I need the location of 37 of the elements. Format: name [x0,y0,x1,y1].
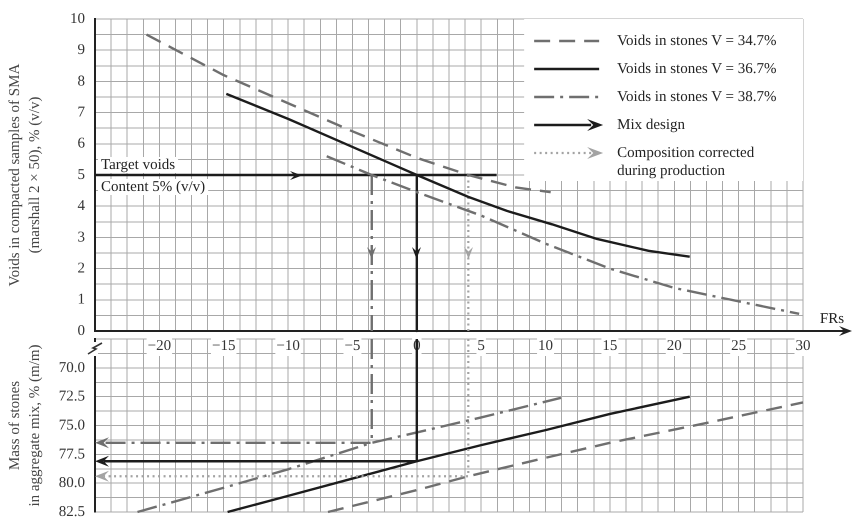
y-tick-label: 10 [70,10,85,27]
y-tick-label: 72.5 [58,388,85,405]
legend-label: Composition corrected during production [617,144,755,179]
y-axis-title: Voids in compacted samples of SMA (marshall 2 × 50), % (v/v) [6,64,43,286]
legend-label: Voids in stones V = 36.7% [617,60,776,77]
y-tick-label: 8 [78,73,85,90]
y-tick-label: 2 [78,260,85,277]
legend-label: Voids in stones V = 34.7% [617,32,776,49]
legend-label: Mix design [617,116,686,133]
y-tick-label: 1 [78,292,85,308]
y-tick-label: 0 [78,322,85,339]
x-tick-label: −10 [276,338,300,354]
x-tick-label: 20 [666,338,682,354]
y-tick-label: 82.5 [58,504,85,520]
y-tick-label: 7 [78,104,86,121]
x-tick-label: 10 [538,338,554,354]
x-tick-label: 30 [796,338,810,354]
x-axis-title: FRs [820,310,844,327]
annotation: Target voids [101,156,176,173]
y-axis-title: Mass of stones in aggregate mix, % (m/m) [6,344,43,507]
x-tick-label: −5 [344,338,360,354]
annotation: Content 5% (v/v) [101,178,206,195]
x-tick-label: −20 [148,338,172,354]
y-tick-label: 6 [78,136,86,152]
x-tick-label: 25 [731,338,746,354]
y-tick-label: 75.0 [58,417,85,434]
y-tick-label: 77.5 [58,446,85,462]
x-tick-label: −15 [212,338,236,354]
y-tick-label: 70.0 [58,360,85,376]
y-tick-label: 9 [78,42,85,58]
legend-label: Voids in stones V = 38.7% [617,88,776,105]
x-tick-label: 5 [477,338,485,354]
y-tick-label: 3 [78,229,85,246]
y-tick-label: 5 [78,166,85,183]
x-tick-label: 15 [602,338,618,354]
y-tick-label: 80.0 [58,475,85,492]
y-tick-label: 4 [78,198,86,214]
